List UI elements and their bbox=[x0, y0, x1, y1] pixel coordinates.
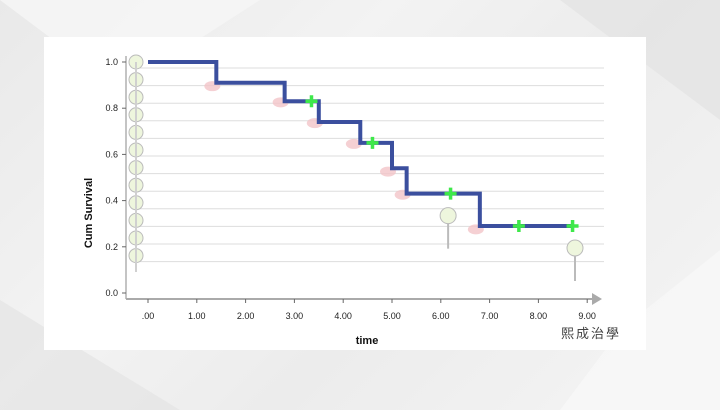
plot-area bbox=[148, 60, 579, 233]
censored-mark bbox=[512, 220, 525, 233]
figure-head bbox=[439, 207, 457, 225]
y-tick-label: 0.4 bbox=[105, 196, 118, 206]
y-axis-label: Cum Survival bbox=[83, 178, 95, 248]
x-tick-label: 3.00 bbox=[286, 311, 304, 321]
x-tick-label: 7.00 bbox=[481, 311, 499, 321]
x-axis-label: time bbox=[356, 335, 379, 347]
censored-mark bbox=[566, 220, 579, 233]
survival-step-line bbox=[148, 60, 573, 229]
y-tick-label: 0.2 bbox=[105, 242, 118, 252]
x-tick-label: 8.00 bbox=[530, 311, 548, 321]
figure-head bbox=[566, 239, 584, 257]
watermark-seal: 熙成治學 bbox=[561, 327, 621, 342]
x-tick-label: 9.00 bbox=[578, 311, 596, 321]
x-tick-label: .00 bbox=[142, 311, 155, 321]
censored-mark bbox=[366, 136, 379, 149]
y-tick-label: 0.6 bbox=[105, 149, 118, 159]
censored-mark bbox=[305, 95, 318, 108]
x-tick-label: 5.00 bbox=[383, 311, 401, 321]
chart-axes: 0.0 0.2 0.4 0.6 0.8 1.0 .00 1.00 2.00 3.00 4.00 5.0… bbox=[105, 56, 602, 321]
y-tick-label: 1.0 bbox=[105, 57, 118, 67]
x-tick-label: 6.00 bbox=[432, 311, 450, 321]
y-tick-label: 0.8 bbox=[105, 103, 118, 113]
x-axis-arrow bbox=[592, 293, 602, 305]
x-tick-label: 2.00 bbox=[237, 311, 255, 321]
y-tick-label: 0.0 bbox=[105, 288, 118, 298]
event-marker-shadow bbox=[345, 138, 362, 149]
x-tick-label: 4.00 bbox=[334, 311, 352, 321]
survival-chart: 0.0 0.2 0.4 0.6 0.8 1.0 .00 1.00 2.00 3.00 4.00 5.0… bbox=[83, 54, 621, 347]
chart-panel: 0.0 0.2 0.4 0.6 0.8 1.0 .00 1.00 2.00 3.00 4.00 5.0… bbox=[44, 37, 646, 350]
decorative-figures bbox=[128, 54, 604, 282]
x-tick-label: 1.00 bbox=[188, 311, 206, 321]
censored-mark bbox=[444, 187, 457, 200]
